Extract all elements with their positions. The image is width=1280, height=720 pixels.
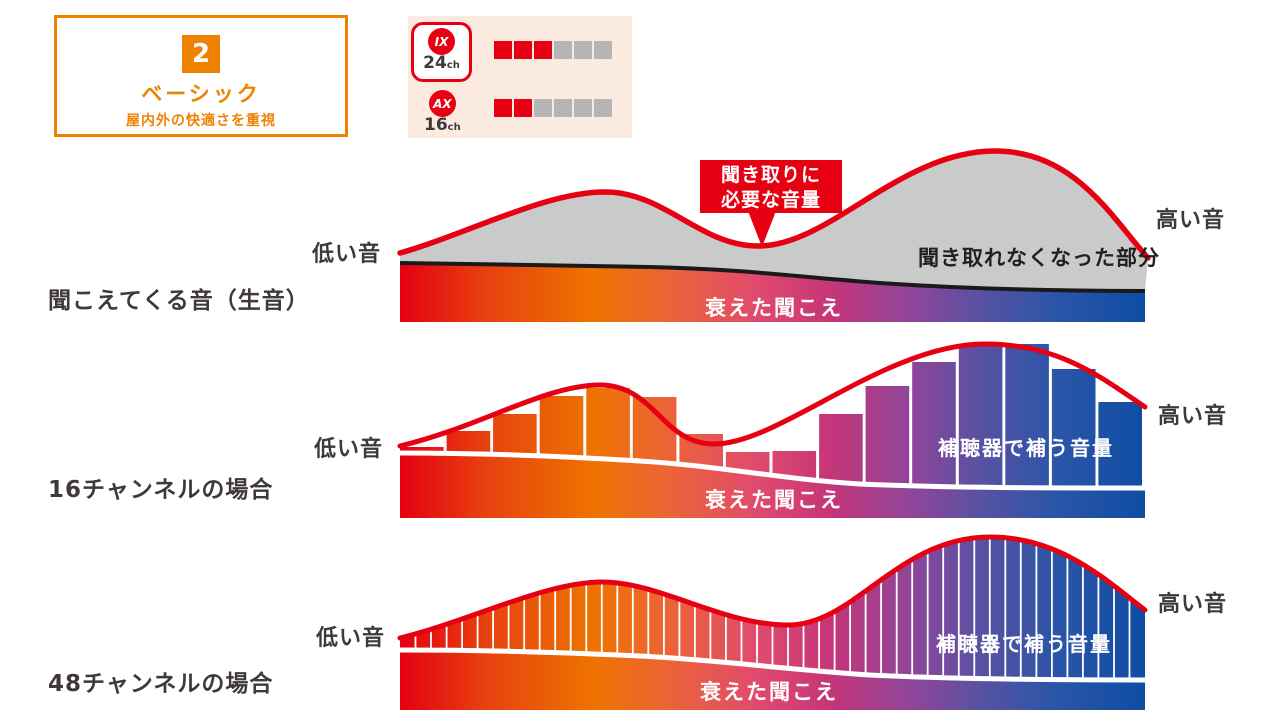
high-sound-label-1: 高い音 xyxy=(1156,208,1226,233)
declined-hearing-label-2: 衰えた聞こえ xyxy=(705,488,843,512)
row-label-48ch: 48チャンネルの場合 xyxy=(48,671,274,697)
legend-ax-badge: AX 16ch xyxy=(424,90,461,136)
channel-square xyxy=(534,99,552,117)
channel-square xyxy=(554,41,572,59)
channel-bar xyxy=(1005,344,1049,505)
low-sound-label-3: 低い音 xyxy=(316,626,386,651)
callout-arrow-icon xyxy=(748,211,776,247)
ax-channel-num: 16 xyxy=(424,115,448,135)
ax-channel-unit: ch xyxy=(447,122,461,133)
high-sound-label-3: 高い音 xyxy=(1158,592,1228,617)
ax-channel-squares xyxy=(494,99,612,117)
row-label-natural-sound: 聞こえてくる音（生音） xyxy=(48,288,310,314)
channel-square xyxy=(594,99,612,117)
lost-hearing-gray-area xyxy=(400,151,1148,291)
declined-hearing-band-1 xyxy=(400,263,1145,322)
chart-48ch xyxy=(397,534,1148,710)
required-volume-curve-3 xyxy=(397,534,1148,641)
plan-number: 2 xyxy=(182,35,220,73)
ax-model-icon: AX xyxy=(428,90,456,117)
channel-square xyxy=(514,41,532,59)
ix-channel-unit: ch xyxy=(446,60,460,71)
channel-square xyxy=(574,41,592,59)
callout-line1: 聞き取りに xyxy=(720,164,821,186)
channel-bar xyxy=(1051,369,1096,505)
channel-legend: IX 24ch AX 16ch xyxy=(408,16,632,138)
declined-hearing-band-3 xyxy=(400,650,1145,710)
channel-square xyxy=(494,99,512,117)
channel-square xyxy=(554,99,572,117)
plan-badge: 2 ベーシック 屋内外の快適さを重視 xyxy=(54,15,348,137)
ix-channel-num: 24 xyxy=(423,53,447,73)
aid-volume-label-1: 補聴器で補う音量 xyxy=(938,436,1114,460)
plan-title: ベーシック xyxy=(141,82,261,106)
channel-square xyxy=(594,41,612,59)
declined-hearing-label-1: 衰えた聞こえ xyxy=(705,296,843,320)
ix-channel-squares xyxy=(494,41,612,59)
low-sound-label-2: 低い音 xyxy=(314,437,384,462)
channel-bar xyxy=(912,362,956,505)
declined-hearing-curve-black xyxy=(399,261,1146,293)
chart-16ch xyxy=(397,341,1148,518)
plan-subtitle: 屋内外の快適さを重視 xyxy=(126,113,276,129)
declined-hearing-curve-white-3 xyxy=(399,647,1146,683)
ax-channel-count: 16ch xyxy=(424,117,461,136)
ix-model-icon: IX xyxy=(428,28,455,55)
lost-hearing-label: 聞き取れなくなった部分 xyxy=(918,246,1160,270)
chart-natural-sound xyxy=(397,148,1151,322)
channel-square xyxy=(534,41,552,59)
required-volume-curve-2 xyxy=(397,341,1148,449)
legend-ix-badge: IX 24ch xyxy=(411,22,472,82)
declined-hearing-label-3: 衰えた聞こえ xyxy=(700,680,838,704)
declined-hearing-band-2 xyxy=(400,453,1145,518)
ix-channel-count: 24ch xyxy=(423,55,460,74)
low-sound-label-1: 低い音 xyxy=(312,242,382,267)
channel-square xyxy=(514,99,532,117)
high-sound-label-2: 高い音 xyxy=(1158,404,1228,429)
aid-volume-label-2: 補聴器で補う音量 xyxy=(936,632,1112,656)
row-label-16ch: 16チャンネルの場合 xyxy=(48,477,274,503)
channel-square xyxy=(494,41,512,59)
declined-hearing-curve-white-2 xyxy=(399,450,1146,491)
callout-required-volume: 聞き取りに 必要な音量 xyxy=(700,160,842,213)
channel-square xyxy=(574,99,592,117)
channel-bar xyxy=(958,344,1003,505)
callout-line2: 必要な音量 xyxy=(720,189,821,211)
